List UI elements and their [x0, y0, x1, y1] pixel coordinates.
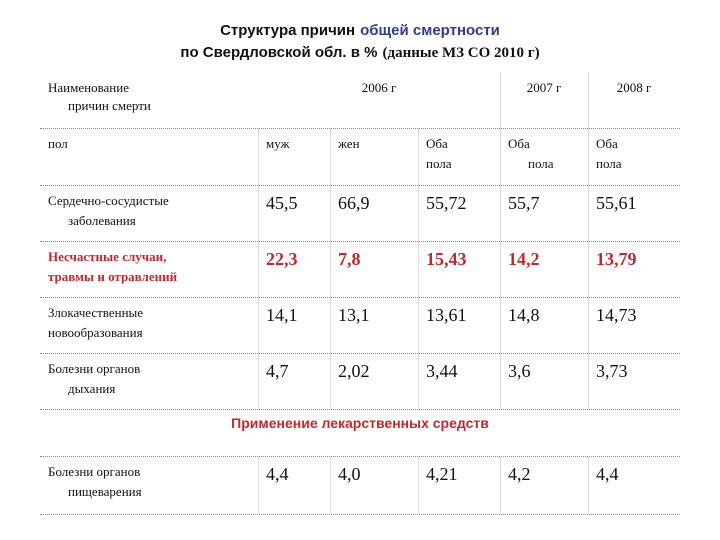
column-divider	[258, 457, 259, 514]
value-cell: 2,02	[338, 361, 370, 381]
value-cell: 22,3	[266, 249, 298, 269]
row-divider	[40, 456, 680, 457]
value-cell: 4,4	[596, 464, 619, 484]
value-cell: 55,7	[508, 193, 540, 213]
sex-label: муж	[266, 136, 290, 151]
column-divider	[418, 128, 419, 410]
sex-label: пола	[426, 156, 452, 171]
value-cell: 4,2	[508, 464, 531, 484]
cause-name: заболевания	[68, 213, 136, 228]
header-year: 2007 г	[526, 80, 562, 95]
row-divider	[40, 185, 680, 186]
sex-label: Оба	[508, 136, 530, 151]
row-divider	[40, 409, 680, 410]
value-cell: 3,44	[426, 361, 458, 381]
cause-name: дыхания	[68, 381, 116, 396]
sex-label: пол	[48, 136, 68, 151]
column-divider	[500, 128, 501, 410]
value-cell: 55,61	[596, 193, 637, 213]
value-cell: 13,79	[596, 249, 637, 269]
value-cell: 13,61	[426, 305, 467, 325]
value-cell: 55,72	[426, 193, 467, 213]
title-text: Структура причин	[220, 22, 356, 39]
value-cell: 4,4	[266, 464, 289, 484]
cause-name: Болезни органов	[48, 361, 141, 376]
column-divider	[258, 128, 259, 410]
sex-label: пола	[528, 156, 554, 171]
cause-name: пищеварения	[68, 484, 142, 499]
column-divider	[588, 128, 589, 410]
sex-label: пола	[596, 156, 622, 171]
value-cell: 66,9	[338, 193, 370, 213]
row-divider	[40, 128, 680, 129]
column-divider	[330, 128, 331, 410]
value-cell: 14,8	[508, 305, 540, 325]
cause-name: Несчастные случаи,	[48, 249, 167, 264]
cause-name: Злокачественные	[48, 305, 144, 320]
header-name: Наименование	[48, 80, 129, 95]
title-highlight: общей смертности	[360, 22, 500, 39]
sex-label: Оба	[426, 136, 448, 151]
value-cell: 4,7	[266, 361, 289, 381]
value-cell: 14,2	[508, 249, 540, 269]
cause-name: травмы и отравлений	[48, 269, 178, 284]
cause-name: Болезни органов	[48, 464, 141, 479]
value-cell: 3,6	[508, 361, 531, 381]
value-cell: 4,21	[426, 464, 458, 484]
header-year: 2006 г	[361, 80, 397, 95]
row-divider	[40, 297, 680, 298]
column-divider	[330, 457, 331, 514]
value-cell: 7,8	[338, 249, 361, 269]
column-divider	[418, 457, 419, 514]
sex-label: Оба	[596, 136, 618, 151]
cause-name: Сердечно-сосудистые	[48, 193, 169, 208]
sex-label: жен	[338, 136, 360, 151]
cause-name: новообразования	[48, 325, 143, 340]
row-divider	[40, 353, 680, 354]
column-divider	[500, 457, 501, 514]
section-title: Применение лекарственных средств	[231, 415, 489, 431]
value-cell: 45,5	[266, 193, 298, 213]
title-text: по Свердловской обл. в %	[180, 44, 378, 61]
value-cell: 15,43	[426, 249, 467, 269]
title-source: (данные МЗ СО 2010 г)	[382, 45, 540, 61]
row-divider	[40, 514, 680, 515]
value-cell: 4,0	[338, 464, 361, 484]
value-cell: 14,73	[596, 305, 637, 325]
column-divider	[500, 72, 501, 128]
header-name: причин смерти	[68, 98, 151, 113]
value-cell: 3,73	[596, 361, 628, 381]
value-cell: 14,1	[266, 305, 298, 325]
title-line: Структура причин общей смертности	[0, 22, 720, 39]
column-divider	[588, 457, 589, 514]
column-divider	[588, 72, 589, 128]
row-divider	[40, 241, 680, 242]
value-cell: 13,1	[338, 305, 370, 325]
title-line: по Свердловской обл. в % (данные МЗ СО 20…	[0, 44, 720, 62]
header-year: 2008 г	[616, 80, 652, 95]
